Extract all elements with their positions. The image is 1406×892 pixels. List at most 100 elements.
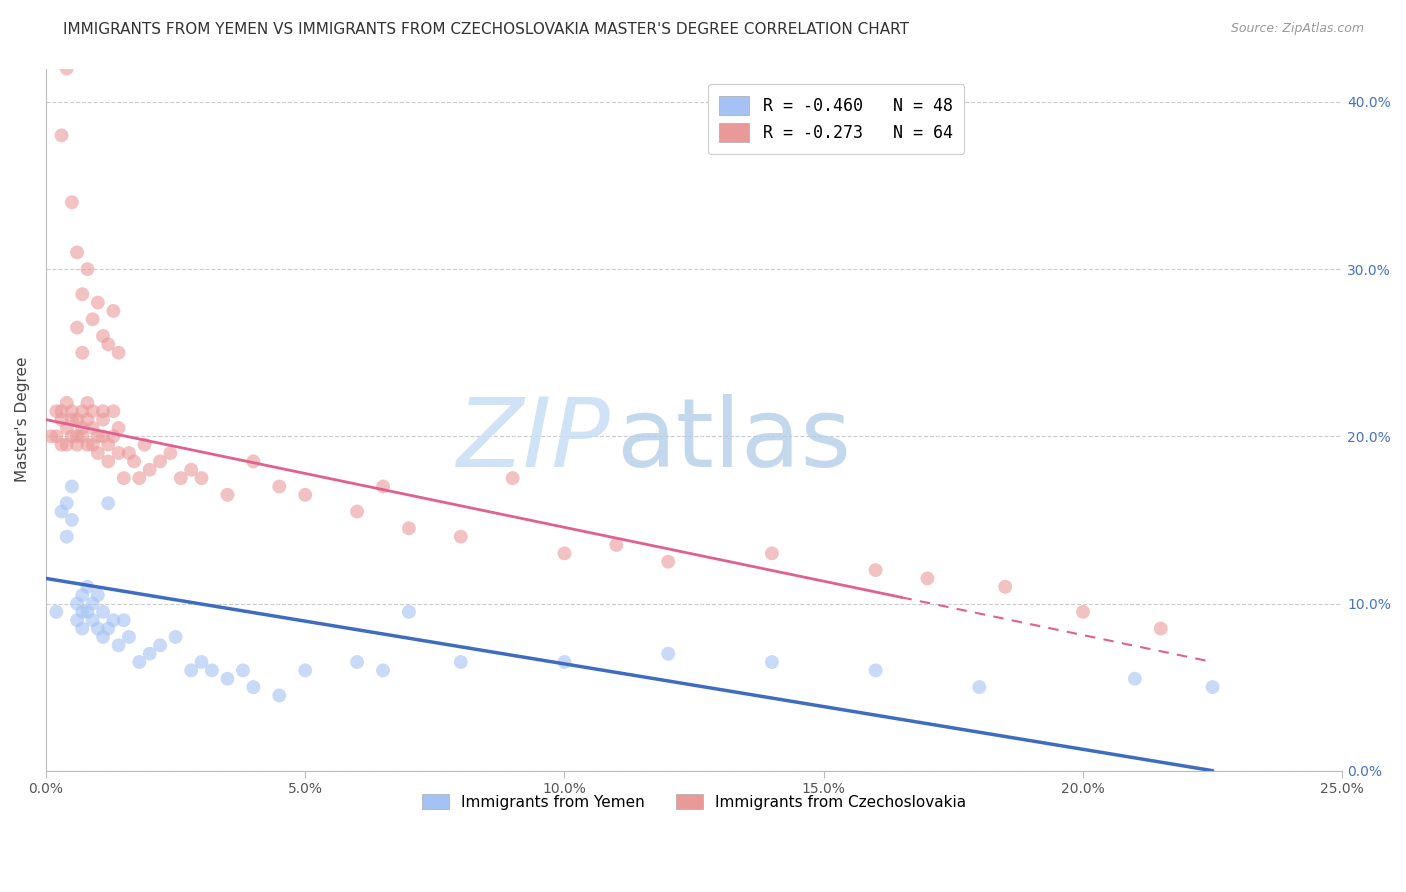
Point bbox=[55, 530, 77, 544]
Point bbox=[76, 438, 98, 452]
Point bbox=[66, 245, 89, 260]
Point bbox=[82, 404, 104, 418]
Point bbox=[97, 496, 120, 510]
Point bbox=[450, 530, 472, 544]
Point bbox=[107, 421, 129, 435]
Point bbox=[118, 446, 141, 460]
Point bbox=[45, 429, 67, 443]
Point bbox=[994, 580, 1017, 594]
Point bbox=[60, 479, 83, 493]
Point bbox=[60, 404, 83, 418]
Point bbox=[60, 429, 83, 443]
Point bbox=[553, 546, 575, 560]
Point bbox=[149, 454, 172, 468]
Point bbox=[269, 479, 291, 493]
Point bbox=[72, 429, 94, 443]
Point bbox=[112, 613, 135, 627]
Point bbox=[45, 605, 67, 619]
Point bbox=[51, 438, 73, 452]
Point bbox=[87, 446, 110, 460]
Point bbox=[51, 128, 73, 143]
Point bbox=[55, 396, 77, 410]
Point bbox=[969, 680, 991, 694]
Point bbox=[55, 421, 77, 435]
Point bbox=[66, 597, 89, 611]
Point bbox=[865, 563, 887, 577]
Point bbox=[103, 404, 125, 418]
Point bbox=[1150, 622, 1173, 636]
Point bbox=[657, 555, 679, 569]
Point bbox=[242, 454, 264, 468]
Point bbox=[761, 655, 783, 669]
Point bbox=[87, 429, 110, 443]
Point bbox=[190, 655, 212, 669]
Point bbox=[91, 412, 114, 426]
Point bbox=[103, 429, 125, 443]
Point bbox=[60, 513, 83, 527]
Point bbox=[1123, 672, 1146, 686]
Point bbox=[242, 680, 264, 694]
Point bbox=[55, 62, 77, 76]
Point bbox=[60, 195, 83, 210]
Y-axis label: Master's Degree: Master's Degree bbox=[15, 357, 30, 483]
Point bbox=[45, 404, 67, 418]
Point bbox=[51, 404, 73, 418]
Point bbox=[76, 605, 98, 619]
Point bbox=[82, 613, 104, 627]
Point bbox=[149, 638, 172, 652]
Point bbox=[91, 404, 114, 418]
Point bbox=[217, 672, 239, 686]
Point bbox=[180, 463, 202, 477]
Point bbox=[72, 588, 94, 602]
Point bbox=[122, 454, 145, 468]
Point bbox=[91, 329, 114, 343]
Point bbox=[76, 262, 98, 277]
Point bbox=[60, 412, 83, 426]
Point bbox=[82, 421, 104, 435]
Text: atlas: atlas bbox=[616, 394, 852, 487]
Point bbox=[134, 438, 156, 452]
Point bbox=[128, 655, 150, 669]
Point bbox=[371, 479, 394, 493]
Point bbox=[346, 504, 368, 518]
Point bbox=[76, 580, 98, 594]
Point bbox=[398, 521, 420, 535]
Point bbox=[217, 488, 239, 502]
Point bbox=[72, 605, 94, 619]
Point bbox=[165, 630, 187, 644]
Point bbox=[66, 438, 89, 452]
Point bbox=[190, 471, 212, 485]
Point bbox=[917, 571, 939, 585]
Point bbox=[371, 664, 394, 678]
Point bbox=[346, 655, 368, 669]
Point bbox=[294, 488, 316, 502]
Legend: Immigrants from Yemen, Immigrants from Czechoslovakia: Immigrants from Yemen, Immigrants from C… bbox=[416, 788, 973, 815]
Point bbox=[398, 605, 420, 619]
Point bbox=[159, 446, 181, 460]
Point bbox=[450, 655, 472, 669]
Point bbox=[103, 304, 125, 318]
Point bbox=[657, 647, 679, 661]
Point bbox=[55, 438, 77, 452]
Point bbox=[1201, 680, 1223, 694]
Point bbox=[170, 471, 193, 485]
Point bbox=[112, 471, 135, 485]
Point bbox=[97, 337, 120, 351]
Point bbox=[128, 471, 150, 485]
Point bbox=[87, 295, 110, 310]
Point bbox=[865, 664, 887, 678]
Point bbox=[72, 404, 94, 418]
Point bbox=[87, 588, 110, 602]
Point bbox=[72, 345, 94, 359]
Point bbox=[97, 438, 120, 452]
Point bbox=[51, 504, 73, 518]
Point bbox=[66, 613, 89, 627]
Point bbox=[51, 412, 73, 426]
Text: ZIP: ZIP bbox=[456, 394, 610, 487]
Point bbox=[294, 664, 316, 678]
Point bbox=[553, 655, 575, 669]
Point bbox=[1071, 605, 1094, 619]
Point bbox=[66, 320, 89, 334]
Point bbox=[91, 605, 114, 619]
Point bbox=[72, 421, 94, 435]
